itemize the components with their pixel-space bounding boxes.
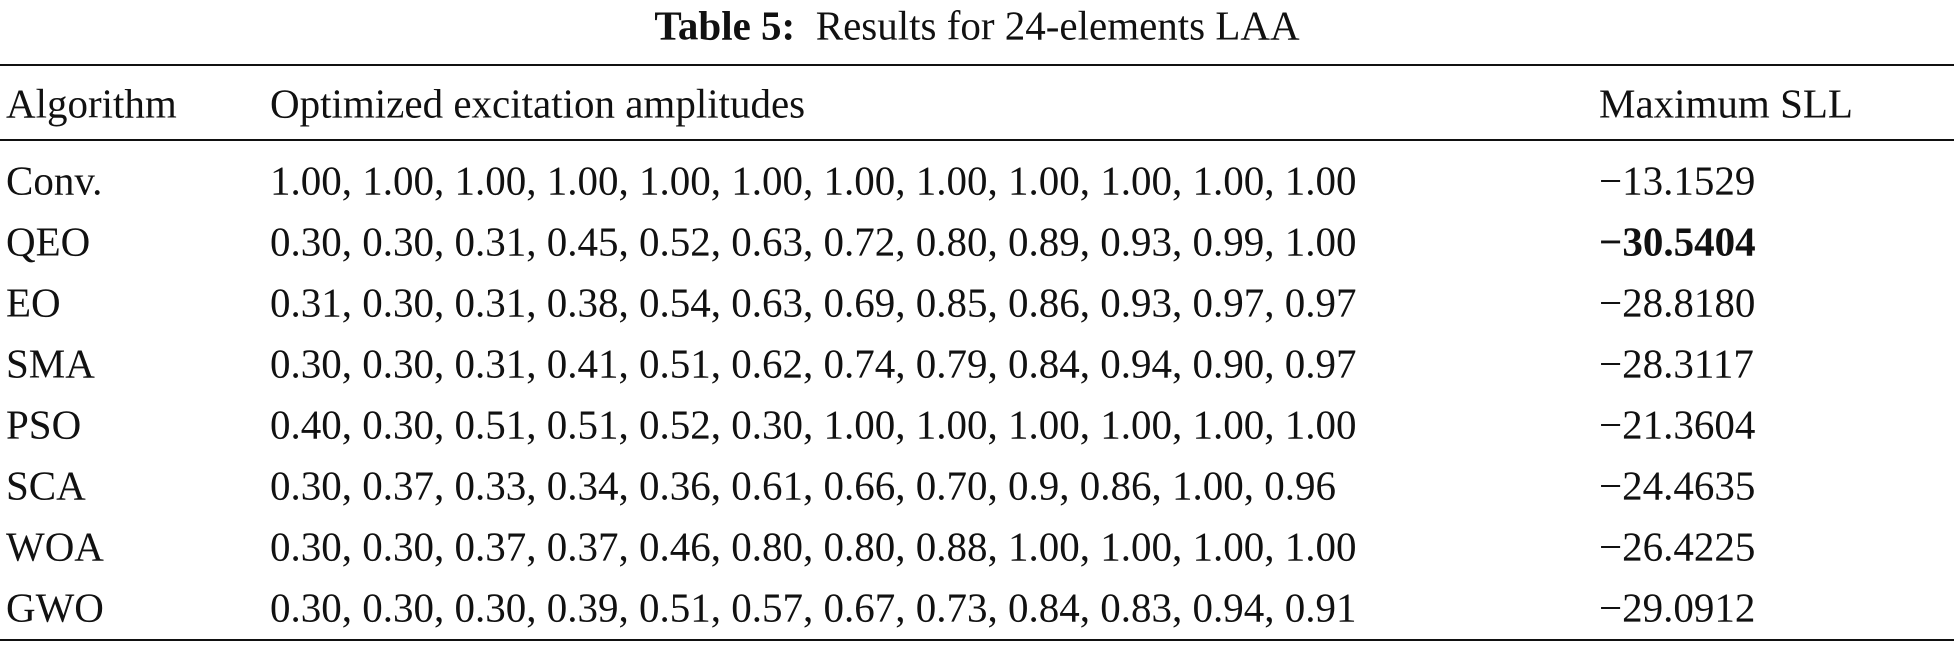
amplitudes-cell: 0.31, 0.30, 0.31, 0.38, 0.54, 0.63, 0.69…: [270, 279, 1357, 326]
top-rule: [0, 64, 1954, 66]
sll-cell: −28.8180: [1599, 279, 1756, 326]
amplitudes-cell: 0.30, 0.30, 0.31, 0.45, 0.52, 0.63, 0.72…: [270, 218, 1357, 265]
header-cell: Maximum SLL: [1599, 80, 1853, 127]
sll-cell: −13.1529: [1599, 157, 1756, 204]
sll-cell: −26.4225: [1599, 523, 1756, 570]
amplitudes-cell: 0.30, 0.37, 0.33, 0.34, 0.36, 0.61, 0.66…: [270, 462, 1336, 509]
algorithm-cell: Conv.: [6, 157, 103, 204]
sll-cell: −29.0912: [1599, 584, 1756, 631]
algorithm-cell: QEO: [6, 218, 91, 265]
algorithm-cell: PSO: [6, 401, 82, 448]
table-caption: Table 5: Results for 24-elements LAA: [0, 2, 1954, 49]
bottom-rule: [0, 639, 1954, 641]
sll-cell: −24.4635: [1599, 462, 1756, 509]
header-cell: Algorithm: [6, 80, 177, 127]
algorithm-cell: WOA: [6, 523, 104, 570]
algorithm-cell: EO: [6, 279, 61, 326]
amplitudes-cell: 0.30, 0.30, 0.37, 0.37, 0.46, 0.80, 0.80…: [270, 523, 1357, 570]
sll-cell: −30.5404: [1599, 218, 1756, 265]
algorithm-cell: SMA: [6, 340, 95, 387]
amplitudes-cell: 1.00, 1.00, 1.00, 1.00, 1.00, 1.00, 1.00…: [270, 157, 1357, 204]
algorithm-cell: SCA: [6, 462, 86, 509]
amplitudes-cell: 0.40, 0.30, 0.51, 0.51, 0.52, 0.30, 1.00…: [270, 401, 1357, 448]
amplitudes-cell: 0.30, 0.30, 0.30, 0.39, 0.51, 0.57, 0.67…: [270, 584, 1357, 631]
caption-label: Table 5:: [654, 2, 796, 49]
amplitudes-cell: 0.30, 0.30, 0.31, 0.41, 0.51, 0.62, 0.74…: [270, 340, 1357, 387]
header-rule: [0, 139, 1954, 141]
sll-cell: −28.3117: [1599, 340, 1754, 387]
caption-text: Results for 24-elements LAA: [815, 2, 1300, 49]
sll-cell: −21.3604: [1599, 401, 1756, 448]
header-cell: Optimized excitation amplitudes: [270, 80, 806, 127]
algorithm-cell: GWO: [6, 584, 104, 631]
